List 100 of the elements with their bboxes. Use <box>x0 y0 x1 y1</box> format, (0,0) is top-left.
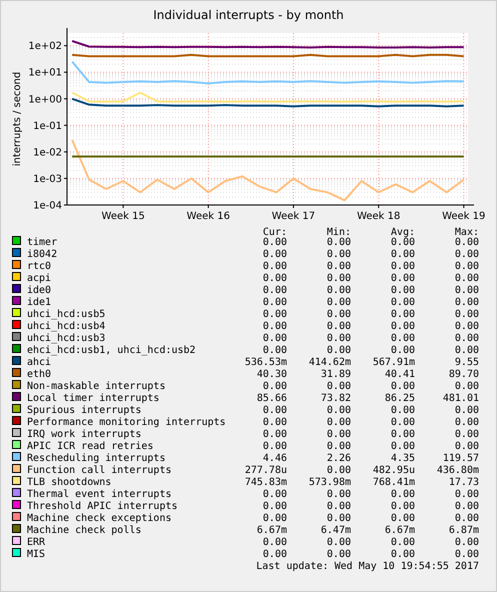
text: 0.00 <box>390 405 415 416</box>
legend-label: timer <box>27 237 58 248</box>
legend-label: uhci_hcd:usb4 <box>27 321 106 332</box>
text: 0.00 <box>390 297 415 308</box>
legend-label: ehci_hcd:usb1, uhci_hcd:usb2 <box>27 345 196 356</box>
legend-label: Performance monitoring interrupts <box>27 417 226 428</box>
text: 73.82 <box>320 393 351 404</box>
legend-label: ERR <box>27 537 46 548</box>
text: 0.00 <box>454 309 479 320</box>
text: 0.00 <box>454 501 479 512</box>
text: 0.00 <box>390 501 415 512</box>
y-tick-label: 1e+02 <box>28 41 62 52</box>
text: 0.00 <box>390 429 415 440</box>
legend-label: Function call interrupts <box>27 465 172 476</box>
text: 6.67m <box>384 525 415 536</box>
text: 0.00 <box>326 405 351 416</box>
text: 0.00 <box>390 345 415 356</box>
text: 0.00 <box>454 261 479 272</box>
text: 85.66 <box>256 393 287 404</box>
line-series <box>71 139 465 202</box>
legend-label: ahci <box>27 357 52 368</box>
y-tick-label: 1e+01 <box>28 68 62 79</box>
legend-label: Rescheduling interrupts <box>27 453 166 464</box>
chart-title: Individual interrupts - by month <box>153 8 344 22</box>
text: 0.00 <box>326 465 351 476</box>
text: 0.00 <box>262 501 287 512</box>
legend-label: ide1 <box>27 297 52 308</box>
text: 6.67m <box>256 525 287 536</box>
text: 0.00 <box>454 381 479 392</box>
text: 0.00 <box>326 345 351 356</box>
text: 0.00 <box>390 261 415 272</box>
text: 0.00 <box>390 549 415 560</box>
x-tick-label: Week 15 <box>102 211 145 222</box>
text: 0.00 <box>454 273 479 284</box>
text: 0.00 <box>326 297 351 308</box>
line-series <box>71 40 465 49</box>
text: 0.00 <box>390 273 415 284</box>
text: 40.41 <box>384 369 415 380</box>
text: 0.00 <box>262 549 287 560</box>
legend-label: Threshold APIC interrupts <box>27 501 178 512</box>
legend-label: Machine check polls <box>27 525 142 536</box>
text: 4.46 <box>262 453 287 464</box>
text: Max: <box>454 227 479 238</box>
text: 0.00 <box>326 441 351 452</box>
y-tick-label: 1e+00 <box>28 94 62 106</box>
text: 2.26 <box>326 453 351 464</box>
text: 0.00 <box>262 441 287 452</box>
text: 0.00 <box>390 249 415 260</box>
text: 567.91m <box>372 357 415 368</box>
text: 0.00 <box>262 513 287 524</box>
text: 482.95u <box>372 465 415 476</box>
text: 4.35 <box>390 453 415 464</box>
text: 0.00 <box>454 405 479 416</box>
line-series <box>71 92 465 103</box>
text: 0.00 <box>454 537 479 548</box>
x-tick-label: Week 16 <box>186 211 230 222</box>
text: 0.00 <box>262 405 287 416</box>
text: 0.00 <box>326 549 351 560</box>
legend-label: ide0 <box>27 285 52 296</box>
text: 0.00 <box>262 333 287 344</box>
y-tick-label: 1e-01 <box>33 120 62 132</box>
text: 40.30 <box>256 369 287 380</box>
text: 0.00 <box>454 513 479 524</box>
text: 0.00 <box>326 261 351 272</box>
legend-label: Spurious interrupts <box>27 405 142 416</box>
text: 0.00 <box>390 537 415 548</box>
text: 0.00 <box>326 333 351 344</box>
text: 0.00 <box>326 489 351 500</box>
text: 0.00 <box>390 417 415 428</box>
text: 745.83m <box>244 477 287 488</box>
text: 536.53m <box>244 357 287 368</box>
text: 768.41m <box>372 477 415 488</box>
text: 0.00 <box>262 417 287 428</box>
text: 414.62m <box>308 357 351 368</box>
text: 436.80m <box>436 465 479 476</box>
text: 0.00 <box>454 237 479 248</box>
text: 0.00 <box>454 429 479 440</box>
text: 89.70 <box>448 369 479 380</box>
text: 0.00 <box>390 321 415 332</box>
text: 0.00 <box>326 513 351 524</box>
text: Last update: Wed May 10 19:54:55 2017 <box>256 561 479 572</box>
text: 277.78u <box>244 465 287 476</box>
text: 0.00 <box>262 537 287 548</box>
text: 31.89 <box>320 369 351 380</box>
text: 0.00 <box>454 345 479 356</box>
text: 0.00 <box>390 489 415 500</box>
text: 0.00 <box>326 309 351 320</box>
text: 0.00 <box>390 285 415 296</box>
x-tick-label: Week 18 <box>356 211 400 222</box>
legend-label: Thermal event interrupts <box>27 489 172 500</box>
text: 0.00 <box>454 549 479 560</box>
y-tick-label: 1e-04 <box>33 200 62 212</box>
text: 0.00 <box>390 513 415 524</box>
text: Avg: <box>390 227 415 238</box>
legend-label: eth0 <box>27 369 52 380</box>
text: 0.00 <box>262 321 287 332</box>
text: 0.00 <box>326 249 351 260</box>
text: 0.00 <box>262 261 287 272</box>
y-axis-title: interrupts / second <box>12 72 23 166</box>
legend-label: MIS <box>27 549 46 560</box>
